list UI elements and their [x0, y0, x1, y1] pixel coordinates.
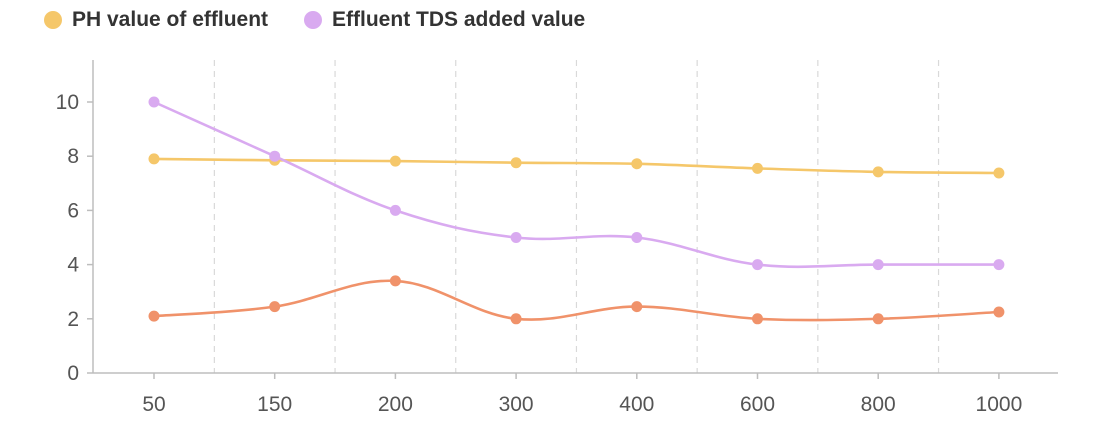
x-tick-label: 800: [861, 393, 896, 416]
data-point: [872, 259, 884, 271]
data-point: [269, 150, 281, 162]
x-tick-label: 150: [257, 393, 292, 416]
series-line-2: [153, 279, 999, 322]
data-point: [993, 167, 1005, 179]
x-tick-label: 200: [378, 393, 413, 416]
data-point: [510, 157, 522, 169]
data-point: [631, 232, 643, 243]
x-tick-label: 1000: [976, 393, 1023, 416]
data-point: [872, 313, 884, 325]
x-tick-label: 300: [499, 393, 534, 416]
data-point: [752, 259, 763, 271]
data-point: [752, 313, 763, 325]
x-tick-label: 50: [142, 393, 165, 416]
legend-marker-ph: [44, 11, 62, 29]
data-point: [389, 275, 401, 287]
data-point: [148, 310, 160, 322]
y-tick-label: 4: [67, 254, 79, 277]
y-tick-label: 10: [56, 91, 79, 114]
data-point: [631, 301, 643, 313]
x-tick-label: 400: [619, 393, 654, 416]
legend-item-ph[interactable]: PH value of effluent: [44, 8, 268, 32]
data-point: [148, 96, 160, 108]
x-tick-label: 600: [740, 393, 775, 416]
legend-item-tds[interactable]: Effluent TDS added value: [304, 8, 585, 32]
legend-marker-tds: [304, 11, 323, 29]
y-tick-label: 2: [67, 308, 79, 331]
legend-label-ph: PH value of effluent: [72, 8, 269, 31]
y-tick-label: 8: [67, 145, 79, 168]
data-point: [389, 155, 401, 167]
y-tick-label: 0: [67, 362, 79, 385]
series-line-1: [153, 100, 999, 269]
data-point: [993, 259, 1005, 271]
data-point: [510, 232, 522, 243]
data-point: [631, 158, 643, 170]
chart-legend: PH value of effluent Effluent TDS added …: [44, 8, 585, 32]
data-point: [389, 204, 401, 216]
series-line-0: [153, 157, 999, 175]
data-point: [148, 153, 160, 165]
data-point: [752, 162, 763, 174]
data-point: [269, 301, 281, 313]
legend-label-tds: Effluent TDS added value: [332, 8, 586, 31]
data-point: [993, 306, 1005, 318]
data-point: [510, 313, 522, 325]
data-point: [872, 166, 884, 178]
y-tick-label: 6: [67, 199, 79, 222]
